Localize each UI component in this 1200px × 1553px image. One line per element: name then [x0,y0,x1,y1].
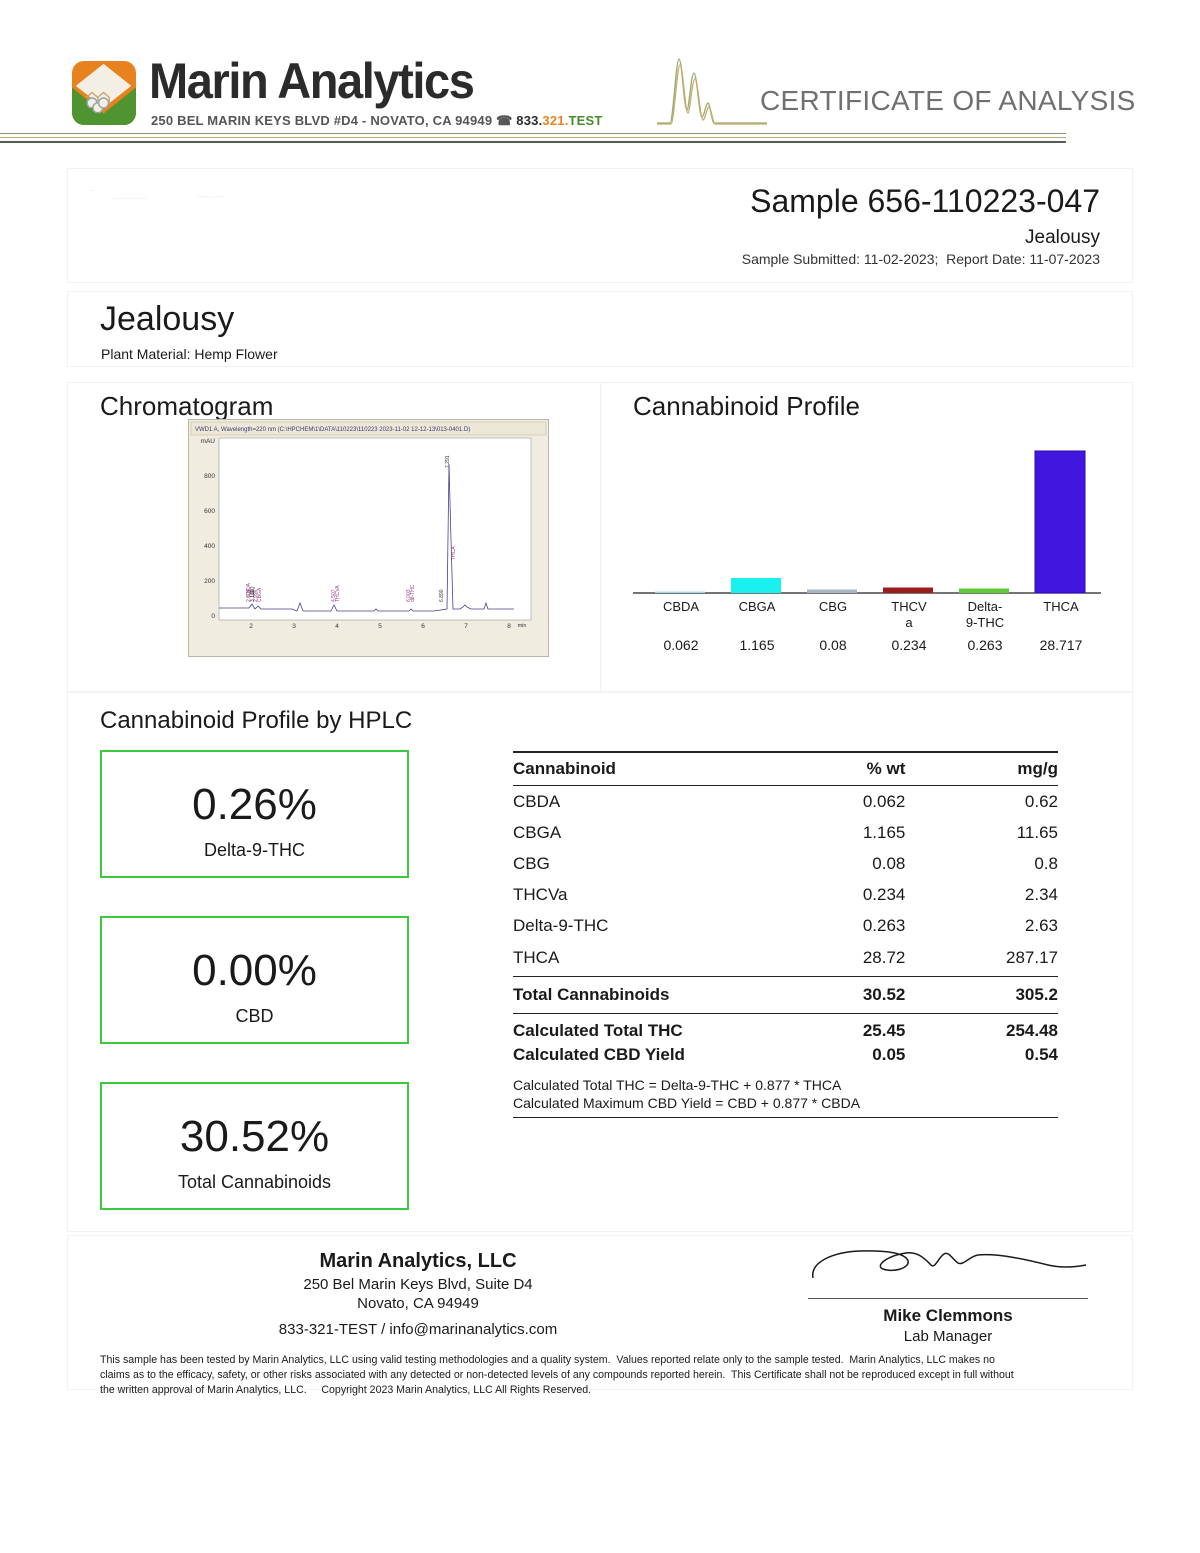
svg-text:0.263: 0.263 [967,637,1002,653]
svg-text:3: 3 [292,623,296,630]
svg-text:200: 200 [204,578,215,585]
svg-text:28.717: 28.717 [1040,637,1083,653]
svg-text:mAU: mAU [201,438,216,445]
svg-text:0.062: 0.062 [663,637,698,653]
svg-text:1.165: 1.165 [739,637,774,653]
svg-text:7.291: 7.291 [445,455,451,468]
svg-text:Delta-: Delta- [968,599,1003,614]
svg-text:9-THC: 9-THC [966,615,1004,630]
svg-text:0: 0 [211,613,215,620]
svg-text:800: 800 [204,473,215,480]
svg-text:THCA: THCA [451,546,457,560]
svg-text:CBDA: CBDA [663,599,699,614]
svg-text:THCVA: THCVA [335,585,341,602]
svg-text:0.234: 0.234 [891,637,926,653]
svg-text:d8-THC: d8-THC [410,584,416,602]
svg-text:THCA: THCA [1043,599,1079,614]
svg-text:4: 4 [335,623,339,630]
svg-text:a: a [905,615,913,630]
svg-text:6: 6 [421,623,425,630]
svg-text:7: 7 [464,623,468,630]
svg-text:CBGA: CBGA [257,587,263,602]
svg-text:LOQ: LOQ [250,586,256,597]
svg-text:5: 5 [378,623,382,630]
svg-text:CBGA: CBGA [739,599,776,614]
svg-text:CBG: CBG [819,599,847,614]
svg-text:8: 8 [507,623,511,630]
svg-text:6.890: 6.890 [439,589,445,602]
svg-text:400: 400 [204,543,215,550]
svg-text:THCV: THCV [891,599,927,614]
svg-text:0.08: 0.08 [819,637,846,653]
svg-text:600: 600 [204,508,215,515]
svg-text:min: min [518,623,527,629]
svg-text:VWD1 A, Wavelength=220 nm (C:\: VWD1 A, Wavelength=220 nm (C:\HPCHEM\1\D… [195,427,470,433]
svg-text:2: 2 [249,623,253,630]
